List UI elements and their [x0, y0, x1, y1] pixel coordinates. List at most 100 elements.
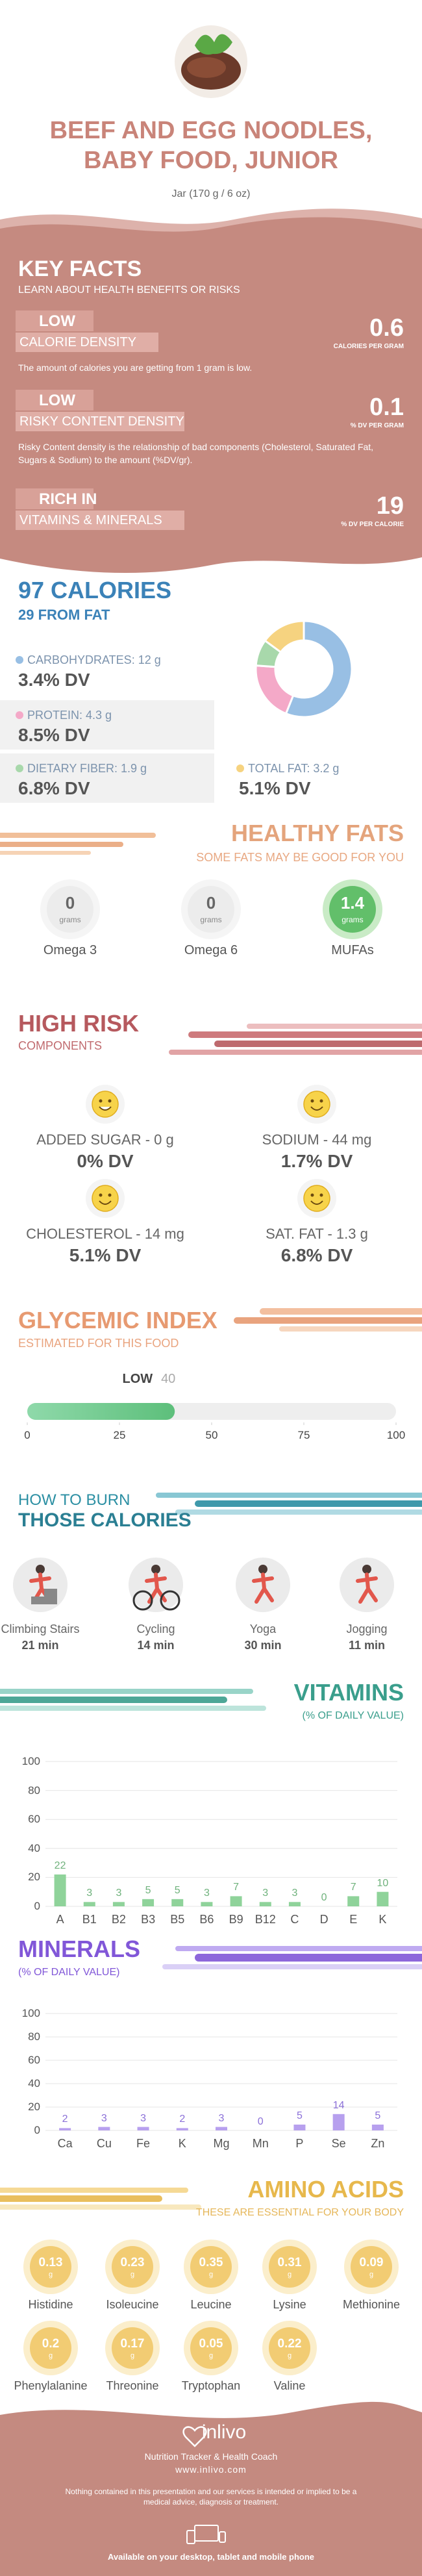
activity-time: 30 min [244, 1639, 282, 1652]
url: www.inlivo.com [175, 2464, 247, 2475]
x-tick-label: B2 [111, 1913, 126, 1926]
data-label: 0 [257, 2116, 264, 2127]
row-bg [0, 753, 214, 803]
amino-circle [269, 2327, 310, 2369]
gi-level: LOW [122, 1372, 153, 1386]
x-tick-label: Cu [96, 2137, 112, 2150]
data-label: 5 [375, 2110, 381, 2121]
data-label: 22 [54, 1860, 66, 1871]
fat-circle [329, 886, 376, 933]
fat-name: MUFAs [331, 943, 374, 957]
amino-name: Phenylalanine [14, 2379, 88, 2392]
wheel [132, 1590, 153, 1611]
data-label: 14 [332, 2099, 345, 2111]
fat-circle [188, 886, 234, 933]
gauge-fill [27, 1403, 175, 1420]
data-label: 3 [86, 1888, 93, 1899]
footer-bg [0, 2401, 422, 2576]
fact-level: LOW [39, 392, 75, 409]
bar [137, 2127, 149, 2130]
fat-name: Omega 3 [43, 943, 97, 957]
stripe [156, 1493, 422, 1498]
section-title: HEALTHY FATS [230, 820, 404, 846]
device [219, 2531, 226, 2543]
amino-name: Valine [273, 2379, 306, 2392]
bar [216, 2127, 227, 2130]
stripe [234, 1317, 422, 1324]
activity-body [356, 1572, 378, 1604]
row-bg [0, 700, 214, 750]
bar [98, 2127, 110, 2130]
face [92, 1091, 119, 1118]
section-subtitle: SOME FATS MAY BE GOOD FOR YOU [196, 851, 404, 864]
data-label: 3 [262, 1888, 269, 1899]
bar [176, 2128, 188, 2130]
legend-dot [16, 711, 23, 719]
fat-value: 0 [65, 893, 75, 913]
fact-name: CALORIE DENSITY [19, 335, 137, 349]
amino-value: 0.23 [120, 2256, 145, 2269]
risk-dv: 1.7% DV [280, 1151, 353, 1171]
bar [171, 1899, 184, 1906]
section-title: AMINO ACIDS [247, 2176, 404, 2203]
data-label: 5 [174, 1884, 180, 1896]
data-label: 2 [62, 2114, 68, 2125]
risk-name: SAT. FAT - 1.3 g [266, 1226, 368, 1242]
amino-value: 0.13 [38, 2256, 63, 2269]
legend-label: TOTAL FAT: 3.2 g [248, 762, 340, 775]
x-tick-label: B12 [254, 1913, 276, 1926]
legend-dot [16, 764, 23, 772]
x-tick-label: B3 [141, 1913, 156, 1926]
fact-unit: CALORIES PER GRAM [333, 343, 404, 350]
face-mouth [99, 1106, 112, 1111]
stripe [0, 2188, 188, 2193]
x-tick-label: 0 [24, 1429, 31, 1441]
amino-unit: g [48, 2352, 53, 2360]
face-eye [108, 1099, 112, 1103]
label-box [16, 511, 184, 530]
section-subtitle: THOSE CALORIES [18, 1509, 192, 1531]
bar [201, 1902, 213, 1906]
amino-name: Threonine [106, 2379, 159, 2392]
section-title: HOW TO BURN [18, 1491, 130, 1509]
x-tick-label: 25 [113, 1429, 126, 1441]
amino-name: Lysine [273, 2298, 306, 2311]
fact-value: 0.6 [369, 314, 404, 342]
x-tick-label: 75 [297, 1429, 310, 1441]
section-title: HIGH RISK [18, 1010, 140, 1037]
fact-name: VITAMINS & MINERALS [19, 513, 162, 527]
y-tick-label: 80 [28, 1784, 40, 1797]
data-label: 3 [140, 2112, 146, 2124]
fact-value: 0.1 [369, 394, 404, 421]
wheel [160, 1590, 180, 1611]
amino-unit: g [130, 2352, 135, 2360]
data-label: 3 [203, 1888, 210, 1899]
amino-value: 0.05 [199, 2337, 223, 2351]
activity-body [145, 1572, 167, 1604]
amino-name: Histidine [28, 2298, 73, 2311]
stripe [188, 1031, 422, 1038]
face [303, 1185, 330, 1212]
activity-body [252, 1572, 274, 1604]
stripe [214, 1041, 422, 1047]
face-eye [310, 1099, 314, 1103]
donut-slice [264, 620, 305, 654]
fact-unit: % DV PER CALORIE [341, 521, 404, 528]
fat-value: 0 [206, 893, 216, 913]
x-tick-label: Ca [57, 2137, 73, 2150]
face-eye [310, 1193, 314, 1197]
amino-unit: g [369, 2271, 374, 2279]
amino-name: Tryptophan [181, 2379, 241, 2392]
amino-circle [112, 2246, 153, 2288]
amino-value: 0.2 [42, 2337, 60, 2351]
x-tick-label: Se [331, 2137, 346, 2150]
food-garnish [195, 34, 232, 55]
face-mouth [99, 1200, 112, 1205]
x-tick-label: Zn [371, 2137, 385, 2150]
face-mouth [310, 1106, 323, 1111]
activity-name: Cycling [136, 1623, 175, 1635]
section-subtitle: THESE ARE ESSENTIAL FOR YOUR BODY [195, 2207, 404, 2218]
fat-unit: grams [341, 915, 364, 924]
x-tick-label: D [319, 1913, 329, 1926]
bar [112, 1902, 125, 1906]
